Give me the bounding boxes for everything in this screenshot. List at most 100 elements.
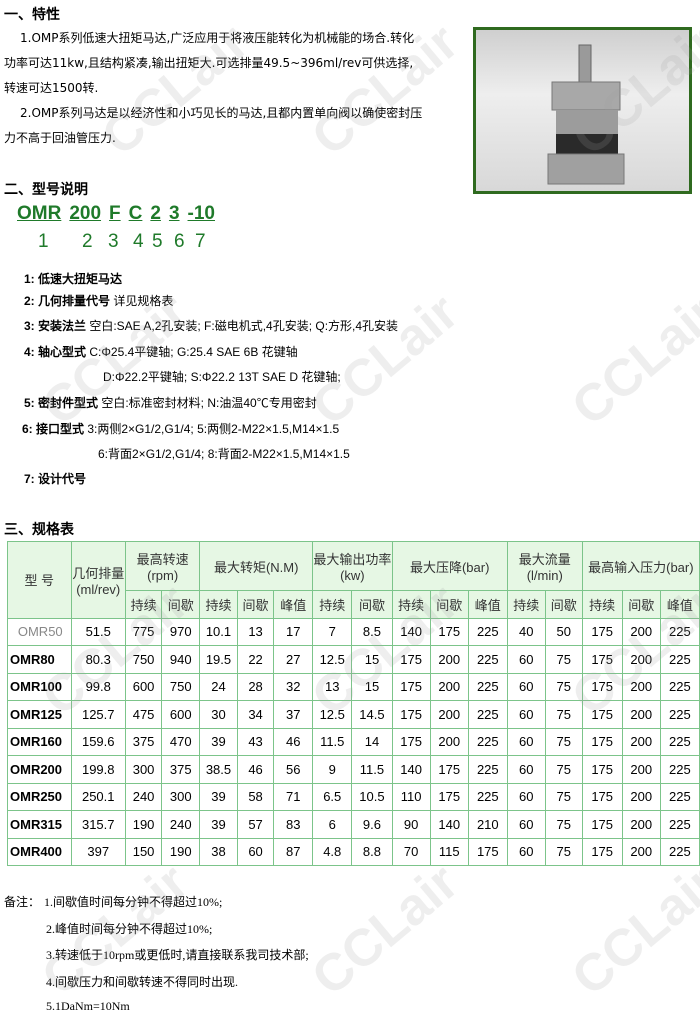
code-part: F bbox=[109, 203, 121, 224]
value-cell: 397 bbox=[70, 837, 126, 866]
value-cell: 28 bbox=[236, 672, 275, 701]
value-cell: 110 bbox=[391, 782, 431, 811]
table-row: OMR125 125.7 475 600 30 34 37 12.5 14.5 175 200 225… bbox=[7, 700, 700, 729]
table-row: OMR100 99.8 600 750 24 28 32 13 15 175 200 225 60 75 1… bbox=[7, 672, 700, 701]
value-cell: 71 bbox=[273, 782, 314, 811]
value-cell: 175 bbox=[581, 672, 623, 701]
value-cell: 225 bbox=[467, 645, 508, 674]
value-cell: 60 bbox=[506, 810, 546, 839]
legend-label: 2: 几何排量代号 bbox=[24, 294, 114, 308]
legend-text: 空白:标准密封材料; N:油温40℃专用密封 bbox=[101, 396, 317, 410]
value-cell: 175 bbox=[391, 672, 431, 701]
legend-text: 3:两侧2×G1/2,G1/4; 5:两侧2-M22×1.5,M14×1.5 bbox=[87, 422, 340, 436]
section-title-specs: 三、规格表 bbox=[4, 522, 74, 538]
value-cell: 32 bbox=[273, 672, 314, 701]
legend-text: 空白:SAE A,2孔安装; F:磁电机式,4孔安装; Q:方形,4孔安装 bbox=[89, 319, 399, 333]
value-cell: 175 bbox=[391, 645, 431, 674]
value-cell: 750 bbox=[124, 645, 163, 674]
value-cell: 57 bbox=[236, 810, 275, 839]
value-cell: 375 bbox=[124, 727, 163, 756]
model-cell: OMR80 bbox=[7, 645, 72, 674]
value-cell: 175 bbox=[391, 700, 431, 729]
value-cell: 87 bbox=[273, 837, 314, 866]
value-cell: 60 bbox=[506, 782, 546, 811]
value-cell: 940 bbox=[161, 645, 201, 674]
value-cell: 115 bbox=[429, 837, 469, 866]
value-cell: 475 bbox=[124, 700, 163, 729]
value-cell: 200 bbox=[621, 782, 661, 811]
value-cell: 75 bbox=[544, 810, 583, 839]
value-cell: 38.5 bbox=[199, 755, 238, 784]
model-code: OMR 200 F C 2 3 -10 bbox=[17, 203, 223, 225]
value-cell: 225 bbox=[467, 727, 508, 756]
notes-label: 备注： bbox=[4, 895, 41, 909]
value-cell: 750 bbox=[161, 672, 201, 701]
column-group-header: 最大转矩(N.M) bbox=[199, 541, 314, 591]
model-cell: OMR160 bbox=[7, 727, 72, 756]
value-cell: 10.1 bbox=[199, 617, 238, 646]
value-cell: 60 bbox=[506, 645, 546, 674]
value-cell: 40 bbox=[506, 617, 546, 646]
value-cell: 27 bbox=[273, 645, 314, 674]
value-cell: 225 bbox=[467, 700, 508, 729]
column-group-header: 最高输入压力(bar) bbox=[581, 541, 700, 591]
value-cell: 75 bbox=[544, 672, 583, 701]
value-cell: 19.5 bbox=[199, 645, 238, 674]
legend-text: D:Φ22.2平键轴; S:Φ22.2 13T SAE D 花键轴; bbox=[103, 370, 341, 384]
column-header: 持续 bbox=[391, 590, 431, 619]
column-header: 持续 bbox=[199, 590, 238, 619]
value-cell: 99.8 bbox=[70, 672, 126, 701]
value-cell: 175 bbox=[429, 755, 469, 784]
value-cell: 60 bbox=[506, 837, 546, 866]
watermark: CCLair bbox=[561, 852, 700, 1008]
value-cell: 150 bbox=[124, 837, 163, 866]
value-cell: 240 bbox=[161, 810, 201, 839]
value-cell: 175 bbox=[581, 700, 623, 729]
value-cell: 225 bbox=[659, 700, 700, 729]
code-part: OMR bbox=[17, 203, 62, 224]
value-cell: 200 bbox=[621, 645, 661, 674]
product-photo bbox=[473, 27, 692, 194]
column-header: 持续 bbox=[581, 590, 623, 619]
value-cell: 225 bbox=[659, 617, 700, 646]
value-cell: 225 bbox=[659, 727, 700, 756]
legend-label: 4: 轴心型式 bbox=[24, 345, 90, 359]
legend-item: 7: 设计代号 bbox=[24, 470, 86, 487]
value-cell: 39 bbox=[199, 782, 238, 811]
note-item: 2.峰值时间每分钟不得超过10%; bbox=[46, 921, 213, 936]
value-cell: 12.5 bbox=[312, 645, 353, 674]
legend-item: 1: 低速大扭矩马达 bbox=[24, 270, 122, 287]
value-cell: 15 bbox=[351, 672, 393, 701]
value-cell: 175 bbox=[581, 617, 623, 646]
value-cell: 22 bbox=[236, 645, 275, 674]
value-cell: 970 bbox=[161, 617, 201, 646]
code-number: 2 bbox=[82, 231, 93, 252]
value-cell: 60 bbox=[506, 700, 546, 729]
spec-table: 型 号几何排量(ml/rev) 最高转速(rpm) 最大转矩(N.M) 最大输出功率(… bbox=[7, 541, 700, 866]
table-row: OMR200 199.8 300 375 38.5 46 56 9 11.5 140 175 225 6… bbox=[7, 755, 700, 784]
legend-label: 7: 设计代号 bbox=[24, 472, 87, 486]
value-cell: 9 bbox=[312, 755, 353, 784]
model-cell: OMR50 bbox=[7, 617, 72, 646]
value-cell: 225 bbox=[659, 645, 700, 674]
value-cell: 175 bbox=[581, 645, 623, 674]
value-cell: 60 bbox=[506, 672, 546, 701]
value-cell: 11.5 bbox=[312, 727, 353, 756]
value-cell: 14.5 bbox=[351, 700, 393, 729]
value-cell: 34 bbox=[236, 700, 275, 729]
value-cell: 200 bbox=[429, 672, 469, 701]
section-title-features: 一、特性 bbox=[4, 7, 60, 23]
column-header: 间歇 bbox=[544, 590, 583, 619]
value-cell: 175 bbox=[581, 810, 623, 839]
column-header: 间歇 bbox=[621, 590, 661, 619]
legend-item: 2: 几何排量代号 详见规格表 bbox=[24, 292, 173, 309]
value-cell: 200 bbox=[429, 645, 469, 674]
code-part: -10 bbox=[187, 203, 215, 224]
value-cell: 600 bbox=[124, 672, 163, 701]
value-cell: 17 bbox=[273, 617, 314, 646]
code-number: 7 bbox=[195, 231, 206, 252]
value-cell: 175 bbox=[429, 782, 469, 811]
legend-text: C:Φ25.4平键轴; G:25.4 SAE 6B 花键轴 bbox=[89, 345, 298, 359]
value-cell: 225 bbox=[467, 617, 508, 646]
legend-item: 6:背面2×G1/2,G1/4; 8:背面2-M22×1.5,M14×1.5 bbox=[98, 445, 350, 462]
